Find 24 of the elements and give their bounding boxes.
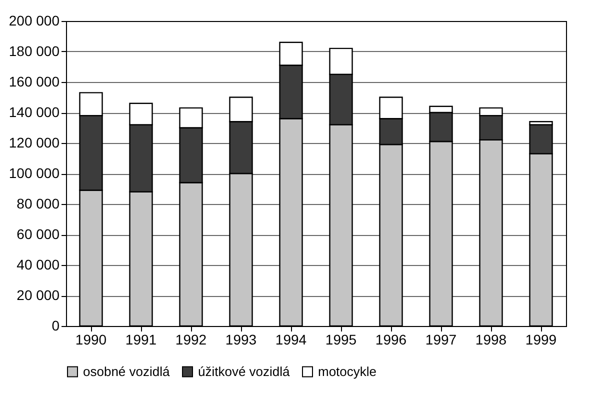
x-tick-label: 1992 <box>175 332 207 348</box>
y-tick-label: 0 <box>52 318 60 334</box>
y-tick-label: 80 000 <box>16 196 60 212</box>
legend-label: motocykle <box>318 364 377 379</box>
x-tick-label: 1999 <box>525 332 557 348</box>
y-tick-label: 140 000 <box>8 104 60 120</box>
y-tick-label: 160 000 <box>8 74 60 90</box>
y-tick-label: 100 000 <box>8 165 60 181</box>
y-tick-label: 40 000 <box>16 256 60 272</box>
y-tick-label: 180 000 <box>8 43 60 59</box>
x-tick-label: 1990 <box>75 332 107 348</box>
legend-label: úžitkové vozidlá <box>198 364 291 379</box>
legend-label: osobné vozidlá <box>83 364 170 379</box>
x-tick-label: 1997 <box>425 332 457 348</box>
y-tick-label: 60 000 <box>16 226 60 242</box>
x-tick-label: 1993 <box>225 332 257 348</box>
x-tick-label: 1991 <box>125 332 157 348</box>
y-tick-label: 200 000 <box>8 12 60 28</box>
x-tick-label: 1995 <box>325 332 357 348</box>
y-tick-label: 20 000 <box>16 287 60 303</box>
x-tick-label: 1996 <box>375 332 407 348</box>
x-tick-label: 1998 <box>475 332 507 348</box>
x-tick-label: 1994 <box>275 332 307 348</box>
y-tick-label: 120 000 <box>8 134 60 150</box>
